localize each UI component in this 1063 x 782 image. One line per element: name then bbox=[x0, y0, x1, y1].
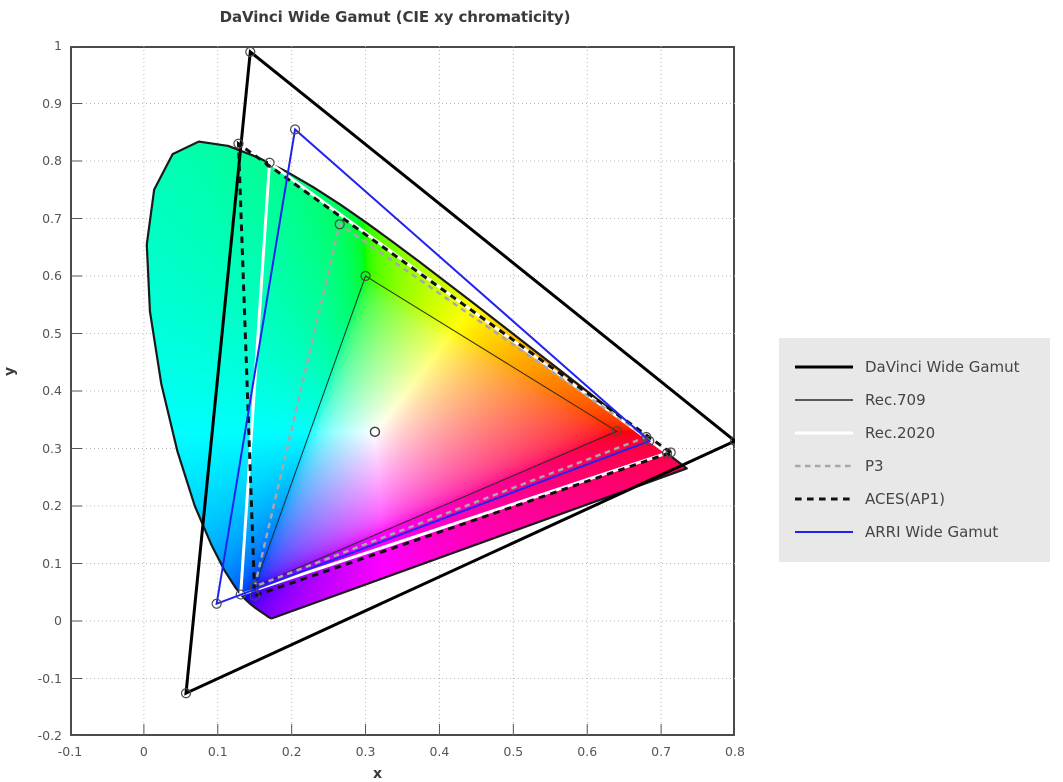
primary-marker bbox=[665, 447, 676, 458]
legend-item-3[interactable]: P3 bbox=[793, 449, 1036, 482]
gamut-triangle-5 bbox=[215, 127, 652, 606]
legend-item-label: ACES(AP1) bbox=[865, 489, 946, 508]
x-tick-label: 0.8 bbox=[725, 744, 745, 759]
x-tick-label: 0.1 bbox=[207, 744, 228, 759]
page-title: DaVinci Wide Gamut (CIE xy chromaticity) bbox=[219, 8, 571, 26]
gamut-triangle-1 bbox=[253, 275, 618, 588]
primary-marker bbox=[611, 426, 622, 437]
y-tick-label: 0.5 bbox=[42, 325, 62, 341]
legend-item-4[interactable]: ACES(AP1) bbox=[793, 482, 1036, 515]
x-tick-label: 0.2 bbox=[281, 744, 302, 759]
legend-item-1[interactable]: Rec.709 bbox=[793, 383, 1036, 416]
x-tick-label: 0 bbox=[139, 744, 148, 759]
x-tick-label: 0.6 bbox=[577, 744, 598, 759]
spectral-locus-outline bbox=[145, 140, 688, 620]
y-tick-label: 0.6 bbox=[42, 268, 62, 283]
primary-marker bbox=[249, 590, 260, 601]
primary-marker bbox=[180, 688, 192, 699]
gamut-triangle-4 bbox=[236, 140, 674, 598]
legend-line-icon bbox=[793, 393, 855, 407]
primary-marker bbox=[289, 124, 301, 135]
y-tick-label: 0.9 bbox=[42, 95, 62, 111]
legend-item-0[interactable]: DaVinci Wide Gamut bbox=[793, 350, 1036, 383]
x-tick-label: 0.3 bbox=[355, 744, 376, 759]
primary-marker bbox=[729, 435, 735, 447]
gamut-triangle-3 bbox=[252, 222, 649, 589]
primary-marker bbox=[334, 219, 345, 230]
x-tick-label: 0.7 bbox=[651, 744, 672, 759]
y-axis-label: y bbox=[2, 366, 18, 376]
legend-item-label: ARRI Wide Gamut bbox=[865, 522, 999, 541]
x-tick-label: 0.5 bbox=[503, 744, 524, 759]
primary-marker bbox=[245, 46, 256, 57]
chromaticity-svg bbox=[70, 46, 735, 736]
y-tick-label: 0.3 bbox=[42, 440, 62, 456]
gamut-triangle-0 bbox=[184, 48, 735, 696]
y-tick-label: 0 bbox=[54, 613, 62, 628]
legend-item-label: Rec.709 bbox=[865, 390, 926, 409]
legend-line-icon bbox=[793, 459, 855, 473]
legend-item-5[interactable]: ARRI Wide Gamut bbox=[793, 515, 1036, 548]
plot-area bbox=[70, 46, 735, 736]
y-tick-label: 1 bbox=[54, 38, 62, 53]
chromaticity-fill bbox=[146, 141, 687, 619]
x-tick-label: 0.4 bbox=[429, 744, 450, 759]
legend-item-2[interactable]: Rec.2020 bbox=[793, 416, 1036, 449]
legend-line-icon bbox=[793, 492, 855, 506]
legend-item-label: P3 bbox=[865, 456, 884, 475]
x-axis-label: x bbox=[373, 766, 383, 782]
primary-marker bbox=[644, 435, 655, 447]
legend-line-icon bbox=[793, 360, 855, 374]
primary-marker bbox=[211, 598, 222, 609]
x-tick-label: -0.1 bbox=[57, 744, 83, 759]
legend-item-label: Rec.2020 bbox=[865, 423, 936, 442]
y-tick-label: 0.7 bbox=[42, 210, 62, 226]
legend: DaVinci Wide Gamut Rec.709 Rec.2020 P3 ACES(… bbox=[779, 338, 1050, 562]
y-tick-label: -0.1 bbox=[37, 670, 62, 686]
legend-line-icon bbox=[793, 525, 855, 539]
legend-line-icon bbox=[793, 426, 855, 440]
y-tick-label: 0.1 bbox=[42, 555, 62, 571]
white-point-marker bbox=[369, 426, 381, 438]
primary-marker bbox=[233, 138, 244, 149]
y-tick-label: 0.2 bbox=[42, 498, 62, 513]
gamut-triangle-2 bbox=[239, 159, 671, 597]
legend-item-label: DaVinci Wide Gamut bbox=[865, 357, 1020, 376]
primary-marker bbox=[235, 589, 246, 600]
y-tick-label: 0.8 bbox=[42, 153, 62, 168]
y-tick-label: -0.2 bbox=[37, 728, 62, 743]
primary-marker bbox=[360, 270, 371, 282]
y-tick-label: 0.4 bbox=[42, 383, 62, 398]
